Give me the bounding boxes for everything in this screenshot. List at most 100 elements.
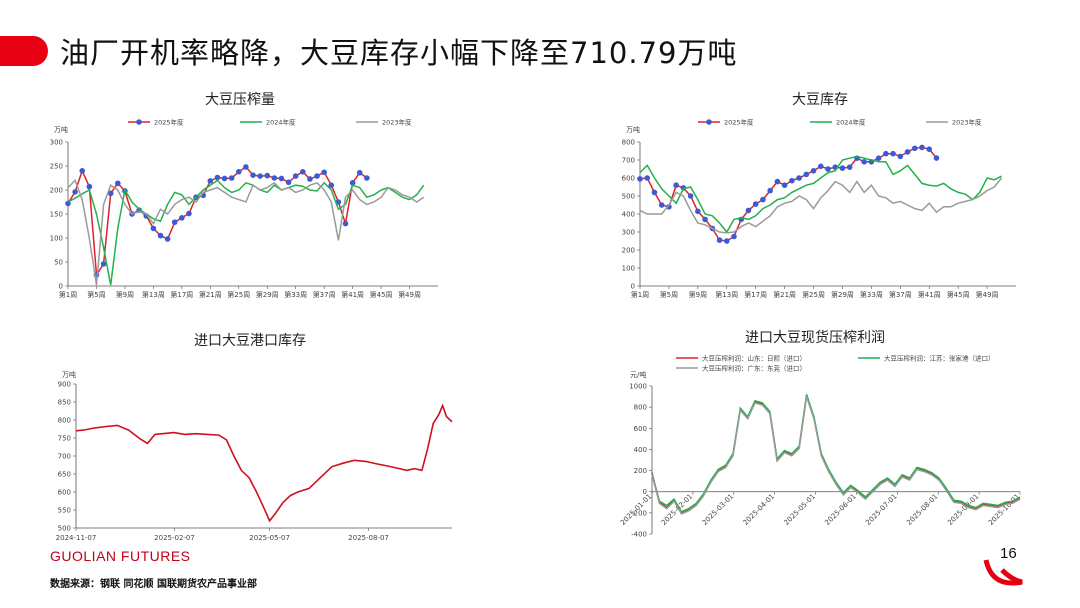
- chart-port-stock: 进口大豆港口库存 万吨 500 550 600 650 700 750 800 850 900 202…: [20, 322, 460, 547]
- legend-label: 2024年度: [836, 118, 866, 127]
- y-axis-unit: 万吨: [62, 370, 76, 379]
- x-tick-label: 第25周: [227, 290, 250, 299]
- series-line: [651, 396, 1021, 515]
- data-point: [300, 168, 306, 175]
- x-tick-label: 第29周: [256, 290, 279, 299]
- y-tick-label: 500: [622, 193, 635, 201]
- data-point: [875, 155, 882, 161]
- legend-label: 大豆压榨利润：广东：东莞（进口）: [702, 364, 806, 373]
- x-tick-label: 第17周: [744, 290, 767, 299]
- series-line: [67, 166, 368, 278]
- data-point: [235, 168, 242, 175]
- y-tick-label: 800: [634, 404, 647, 412]
- y-tick-label: 150: [50, 211, 63, 219]
- legend-label: 2025年度: [154, 118, 184, 127]
- data-point: [86, 183, 93, 190]
- x-tick-label: 2025-01-01: [619, 492, 653, 526]
- data-point: [796, 175, 802, 181]
- series-line: [75, 403, 453, 523]
- data-point: [680, 185, 687, 191]
- x-tick-label: 第45周: [370, 290, 393, 299]
- series-line: [651, 395, 1021, 514]
- data-point: [897, 153, 904, 160]
- x-tick-label: 2025-05-07: [249, 534, 290, 542]
- brand-name: GUOLIAN FUTURES: [50, 548, 191, 564]
- chart-crush-margin: 进口大豆现货压榨利润 元/吨 -400 -200 0 200 400 600 800 1000 20…: [590, 322, 1040, 547]
- data-point: [271, 175, 278, 181]
- x-tick-label: 第13周: [715, 290, 738, 299]
- data-point: [702, 216, 708, 223]
- data-point: [695, 208, 701, 215]
- y-tick-label: 100: [622, 265, 635, 273]
- data-point: [179, 215, 185, 221]
- data-point: [846, 164, 853, 170]
- data-point: [644, 175, 651, 181]
- legend-marker: [706, 119, 712, 125]
- y-tick-label: 550: [58, 507, 71, 515]
- y-tick-label: 100: [50, 235, 63, 243]
- data-point: [364, 175, 370, 181]
- data-point: [760, 196, 766, 203]
- legend-label: 2023年度: [382, 118, 412, 127]
- y-tick-label: 850: [58, 399, 71, 407]
- series-line: [639, 155, 1002, 234]
- data-point: [716, 237, 723, 243]
- data-point: [752, 201, 759, 207]
- data-point: [257, 173, 263, 179]
- x-tick-label: 第41周: [341, 290, 364, 299]
- data-point: [687, 193, 694, 199]
- data-point: [926, 146, 933, 152]
- y-axis-unit: 元/吨: [630, 370, 646, 379]
- y-tick-label: 800: [622, 139, 635, 147]
- page-number: 16: [1000, 545, 1017, 562]
- data-point: [803, 171, 810, 178]
- data-point: [157, 232, 164, 239]
- x-tick-label: 2025-07-01: [864, 492, 898, 526]
- page-swoosh-icon: [983, 559, 1023, 586]
- x-tick-label: 第21周: [773, 290, 796, 299]
- data-point: [342, 220, 349, 227]
- title-accent-bar: [0, 36, 48, 66]
- x-tick-label: 2025-10-01: [987, 492, 1021, 526]
- x-tick-label: 第33周: [284, 290, 307, 299]
- x-tick-label: 第9周: [689, 290, 707, 299]
- x-tick-label: 第25周: [802, 290, 825, 299]
- y-tick-label: 200: [622, 247, 635, 255]
- legend-label: 大豆压榨利润：江苏：张家港（进口）: [884, 354, 995, 363]
- data-point: [264, 172, 271, 179]
- x-tick-label: 第49周: [976, 290, 999, 299]
- data-point: [933, 155, 940, 161]
- y-tick-label: 250: [50, 163, 63, 171]
- y-tick-label: 0: [643, 488, 647, 496]
- data-source: 数据来源：钢联 同花顺 国联期货农产品事业部: [50, 579, 257, 590]
- y-tick-label: -200: [631, 509, 647, 517]
- data-point: [673, 182, 679, 188]
- x-tick-label: 第41周: [918, 290, 941, 299]
- y-tick-label: 300: [622, 229, 635, 237]
- y-tick-label: 0: [631, 283, 635, 291]
- data-point: [861, 159, 867, 165]
- y-tick-label: 900: [58, 381, 71, 389]
- x-tick-label: 2025-08-07: [348, 534, 389, 542]
- y-tick-label: 200: [50, 187, 63, 195]
- x-tick-label: 第1周: [59, 290, 77, 299]
- data-point: [767, 187, 773, 194]
- chart-title: 大豆压榨量: [205, 91, 275, 108]
- data-point: [171, 219, 178, 225]
- data-point: [637, 176, 643, 182]
- x-tick-label: 第45周: [947, 290, 970, 299]
- data-point: [186, 210, 192, 217]
- x-tick-label: 2024-11-07: [56, 534, 97, 542]
- data-point: [115, 180, 121, 187]
- series-line: [67, 179, 425, 286]
- data-point: [731, 233, 737, 240]
- data-point: [243, 164, 249, 170]
- data-point: [214, 174, 221, 181]
- x-tick-label: 2025-02-07: [154, 534, 195, 542]
- y-tick-label: 400: [622, 211, 635, 219]
- data-point: [307, 176, 313, 182]
- x-tick-label: 第17周: [170, 290, 193, 299]
